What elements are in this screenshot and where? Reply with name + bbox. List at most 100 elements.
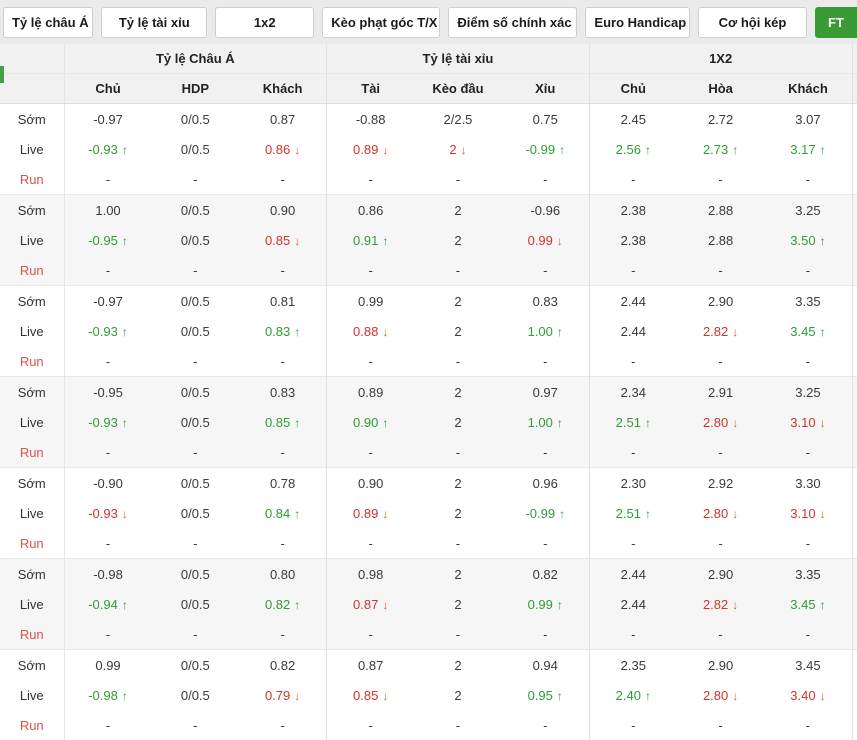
- row-label: Live: [0, 407, 65, 437]
- odds-value: 2.56: [615, 141, 641, 157]
- odds-cell: 2.34: [588, 376, 677, 407]
- odds-value: 0/0.5: [180, 505, 210, 521]
- odds-row-early: Sớm -0.95 0/0.5 0.83 0.89 2 0.97 2.34 2.91 3.25: [0, 376, 857, 407]
- odds-cell: -0.95: [64, 376, 152, 407]
- odds-value: 0/0.5: [180, 475, 210, 491]
- odds-cell: 2.80 ↓: [676, 498, 765, 528]
- arrow-down-icon: ↓: [121, 506, 128, 521]
- odds-cell: 2: [414, 407, 502, 437]
- odds-value: -: [455, 444, 461, 460]
- table-edge: [851, 619, 857, 650]
- odds-value: 0.83: [264, 323, 291, 339]
- odds-cell: 0.89: [326, 376, 415, 407]
- odds-value: -0.97: [93, 293, 123, 309]
- odds-row-live: Live -0.93 ↑ 0/0.5 0.86 ↓ 0.89 ↓ 2 ↓ -0.99 ↑ 2.56 ↑ 2.…: [0, 134, 857, 164]
- table-edge: [851, 103, 857, 134]
- arrow-down-icon: ↓: [819, 506, 826, 521]
- odds-value: 2.90: [707, 566, 734, 582]
- odds-cell: -: [151, 346, 240, 377]
- tab-asian-odds[interactable]: Tỷ lệ châu Á: [3, 6, 94, 38]
- odds-value: 0.86: [264, 141, 291, 157]
- odds-cell: 0.88 ↓: [326, 316, 415, 346]
- column-group-header-row: Tỷ lệ Châu Á Tỷ lệ tài xỉu 1X2: [0, 44, 857, 74]
- odds-cell: -: [588, 710, 677, 740]
- row-label: Live: [0, 134, 65, 164]
- odds-cell: 0.82: [501, 558, 590, 589]
- odds-value: 0.99: [527, 232, 553, 248]
- odds-value: 3.25: [795, 202, 821, 218]
- odds-cell: 3.07: [764, 103, 852, 134]
- table-edge: [851, 285, 857, 316]
- arrow-down-icon: ↓: [294, 233, 301, 248]
- arrow-up-icon: ↑: [732, 142, 739, 157]
- odds-value: 0.90: [353, 414, 379, 430]
- row-label: Live: [0, 225, 65, 255]
- odds-value: 2: [454, 232, 462, 248]
- odds-value: -: [105, 717, 111, 733]
- odds-cell: 0.78: [239, 467, 327, 498]
- odds-cell: -: [326, 346, 415, 377]
- table-edge: [851, 528, 857, 559]
- odds-row-live: Live -0.93 ↑ 0/0.5 0.83 ↑ 0.88 ↓ 2 1.00 ↑ 2.44 2.82 ↓…: [0, 316, 857, 346]
- odds-cell: 2.44: [588, 589, 677, 619]
- ft-button[interactable]: FT: [815, 6, 857, 38]
- odds-cell: 0/0.5: [151, 498, 240, 528]
- tab-1x2[interactable]: 1x2: [215, 6, 315, 38]
- odds-value: 0.99: [527, 596, 553, 612]
- odds-cell: 2.38: [588, 225, 677, 255]
- odds-cell: -0.94 ↑: [64, 589, 152, 619]
- odds-value: -: [455, 717, 461, 733]
- odds-value: 0/0.5: [180, 384, 210, 400]
- odds-row-early: Sớm 0.99 0/0.5 0.82 0.87 2 0.94 2.35 2.90 3.45: [0, 649, 857, 680]
- odds-cell: 0.99: [326, 285, 415, 316]
- odds-cell: 2.82 ↓: [676, 589, 765, 619]
- odds-cell: -0.96: [501, 194, 590, 225]
- odds-cell: -: [151, 255, 240, 286]
- odds-cell: 0/0.5: [151, 376, 240, 407]
- odds-row-run: Run - - - - - - - - -: [0, 710, 857, 740]
- table-edge: [851, 710, 857, 740]
- odds-cell: 2.40 ↑: [588, 680, 677, 710]
- odds-cell: -: [64, 346, 152, 377]
- tab-over-under[interactable]: Tỷ lệ tài xỉu: [101, 6, 208, 38]
- odds-cell: 0.87 ↓: [326, 589, 415, 619]
- odds-value: 0.97: [532, 384, 558, 400]
- odds-value: 2: [454, 384, 462, 400]
- odds-cell: -: [64, 164, 152, 195]
- table-edge: [851, 589, 857, 619]
- odds-value: -: [631, 717, 636, 733]
- odds-value: 2: [454, 414, 462, 430]
- arrow-up-icon: ↑: [121, 324, 128, 339]
- odds-value: 0.75: [532, 111, 558, 127]
- odds-row-live: Live -0.93 ↑ 0/0.5 0.85 ↑ 0.90 ↑ 2 1.00 ↑ 2.51 ↑ 2.80…: [0, 407, 857, 437]
- tab-double-chance[interactable]: Cơ hội kép: [697, 6, 807, 38]
- odds-value: 3.40: [790, 687, 816, 703]
- table-edge: [851, 164, 857, 195]
- odds-value: -: [193, 535, 198, 551]
- odds-value: 2.80: [702, 414, 729, 430]
- tab-euro-handicap[interactable]: Euro Handicap: [585, 6, 690, 38]
- tab-correct-score[interactable]: Điểm số chính xác: [448, 6, 578, 38]
- arrow-up-icon: ↑: [294, 324, 301, 339]
- odds-value: -: [455, 262, 461, 278]
- odds-value: 0.85: [264, 232, 291, 248]
- odds-cell: 0/0.5: [151, 316, 240, 346]
- odds-cell: -: [151, 164, 240, 195]
- odds-value: -: [280, 444, 285, 460]
- odds-value: 2.80: [702, 505, 729, 521]
- odds-cell: 2.92: [676, 467, 765, 498]
- odds-cell: 2: [414, 498, 502, 528]
- odds-cell: 2 ↓: [414, 134, 502, 164]
- odds-value: -: [631, 444, 636, 460]
- arrow-down-icon: ↓: [382, 688, 389, 703]
- arrow-up-icon: ↑: [121, 688, 128, 703]
- odds-row-early: Sớm -0.97 0/0.5 0.81 0.99 2 0.83 2.44 2.90 3.35: [0, 285, 857, 316]
- arrow-up-icon: ↑: [556, 324, 563, 339]
- odds-value: 2: [454, 566, 462, 582]
- odds-value: -: [631, 535, 636, 551]
- odds-cell: -: [326, 164, 415, 195]
- odds-value: 0.99: [358, 293, 384, 309]
- odds-value: 2.90: [707, 293, 734, 309]
- arrow-up-icon: ↑: [819, 142, 826, 157]
- tab-corner-over-under[interactable]: Kèo phạt góc T/X: [322, 6, 441, 38]
